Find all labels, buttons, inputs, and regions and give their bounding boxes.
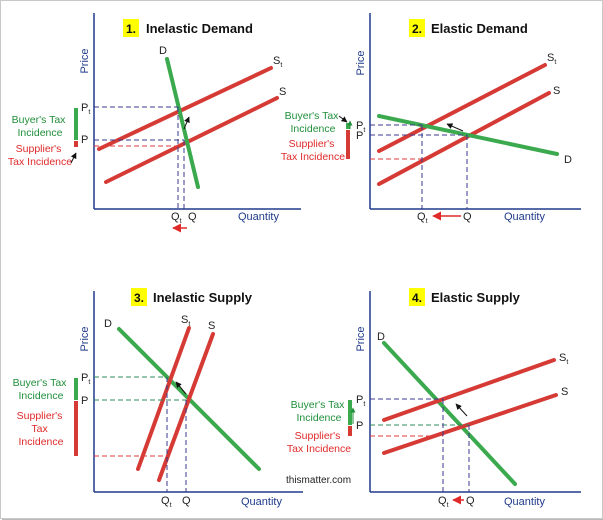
demand-label: D: [564, 154, 572, 166]
buyer-pointer-arrow: [338, 115, 348, 123]
supply-label: S: [561, 386, 568, 398]
shift-arrow: [175, 381, 187, 395]
demand-label: D: [159, 45, 167, 57]
taxed-supply-curve: [136, 326, 191, 471]
qty-label: Q: [463, 211, 472, 223]
taxed-supply-label: St: [273, 55, 282, 69]
taxed-qty-label: Qt: [417, 211, 428, 225]
taxed-qty-label: Qt: [438, 495, 449, 509]
taxed-supply-curve: [377, 63, 547, 153]
supplier-incidence-text: Supplier's Tax Incidence: [17, 410, 66, 448]
panel-elastic-supply: 4. Elastic Supply Price Quantity D St S …: [287, 288, 581, 509]
supply-label: S: [208, 320, 215, 332]
taxed-supply-label: St: [547, 52, 556, 66]
shift-arrow: [446, 123, 464, 132]
panel-number-badge: [409, 19, 425, 37]
x-axis-label: Quantity: [504, 496, 545, 508]
source-credit: thismatter.com: [286, 475, 351, 486]
taxed-qty-label: Qt: [161, 495, 172, 509]
panel-number: 1.: [126, 22, 136, 36]
supplier-pointer-arrow: [70, 152, 77, 164]
shift-arrow: [183, 116, 190, 130]
taxed-supply-curve: [382, 358, 556, 422]
qty-label: Q: [188, 211, 197, 223]
price-label: P: [356, 420, 363, 432]
taxed-price-label: Pt: [356, 394, 365, 408]
buyer-incidence-text: Buyer's Tax Incidence: [285, 110, 342, 135]
supply-curve: [157, 332, 215, 482]
demand-label: D: [104, 318, 112, 330]
supplier-incidence-text: Supplier's Tax Incidence: [287, 430, 351, 455]
panel-number: 2.: [412, 22, 422, 36]
panel-number-badge: [123, 19, 139, 37]
qty-label: Q: [182, 495, 191, 507]
x-axis-label: Quantity: [238, 211, 279, 223]
price-label: P: [81, 395, 88, 407]
demand-curve: [165, 57, 200, 189]
price-label: P: [81, 134, 88, 146]
panel-title: Elastic Supply: [431, 290, 521, 305]
supply-curve: [104, 96, 279, 184]
x-axis-label: Quantity: [241, 496, 282, 508]
x-axis-label: Quantity: [504, 211, 545, 223]
panel-title: Inelastic Supply: [153, 290, 253, 305]
buyer-incidence-text: Buyer's Tax Incidence: [291, 399, 348, 424]
supply-label: S: [553, 85, 560, 97]
price-label: P: [356, 130, 363, 142]
taxed-supply-label: St: [559, 352, 568, 366]
panel-inelastic-demand: 1. Inelastic Demand Price Quantity D St …: [8, 13, 301, 233]
taxed-supply-label: St: [181, 314, 190, 328]
taxed-price-label: Pt: [356, 120, 365, 134]
taxed-price-label: Pt: [81, 372, 90, 386]
panel-number-badge: [131, 288, 147, 306]
buyer-incidence-text: Buyer's Tax Incidence: [13, 377, 70, 402]
panel-number: 4.: [412, 291, 422, 305]
y-axis-label: Price: [79, 326, 91, 351]
supply-curve: [377, 91, 551, 186]
panel-title: Inelastic Demand: [146, 21, 253, 36]
demand-curve: [382, 341, 517, 486]
panel-title: Elastic Demand: [431, 21, 528, 36]
y-axis-label: Price: [355, 326, 367, 351]
supply-label: S: [279, 86, 286, 98]
y-axis-label: Price: [79, 48, 91, 73]
supplier-incidence-text: Supplier's Tax Incidence: [8, 143, 72, 168]
y-axis-label: Price: [355, 50, 367, 75]
panel-number: 3.: [134, 291, 144, 305]
buyer-incidence-text: Buyer's Tax Incidence: [12, 114, 69, 139]
panel-inelastic-supply: 3. Inelastic Supply Price Quantity D St …: [13, 288, 303, 509]
shift-arrow: [455, 403, 468, 417]
qty-label: Q: [466, 495, 475, 507]
demand-curve: [377, 114, 559, 156]
supply-curve: [382, 393, 558, 455]
supplier-incidence-text: Supplier's Tax Incidence: [281, 138, 345, 163]
taxed-qty-label: Qt: [171, 211, 182, 225]
taxed-supply-curve: [97, 66, 273, 151]
panel-elastic-demand: 2. Elastic Demand Price Quantity D St S …: [281, 13, 581, 225]
taxed-price-label: Pt: [81, 102, 90, 116]
panel-number-badge: [409, 288, 425, 306]
demand-label: D: [377, 331, 385, 343]
